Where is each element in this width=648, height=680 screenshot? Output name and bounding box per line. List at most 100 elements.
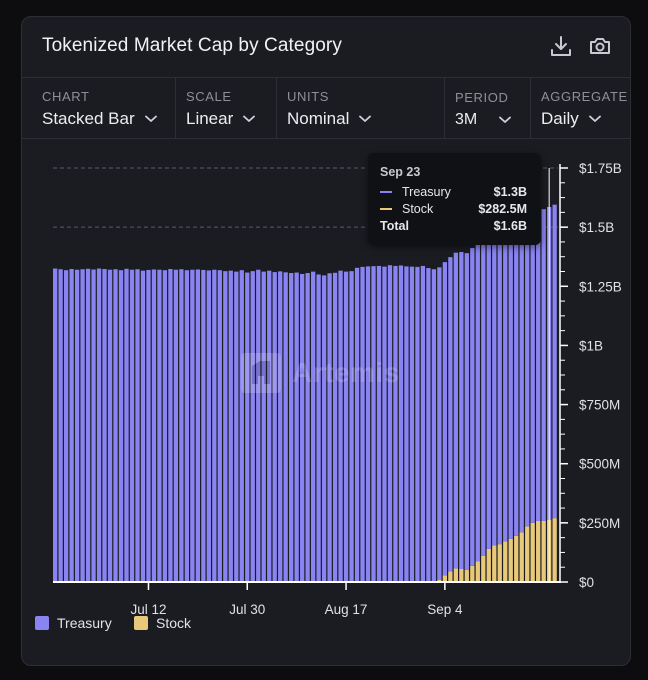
bar-stock[interactable] [519,532,524,582]
bar-treasury[interactable] [201,269,206,582]
bar-stock[interactable] [525,526,530,582]
bar-treasury[interactable] [321,275,327,582]
bar-treasury[interactable] [300,273,305,582]
bar-stock[interactable] [530,522,535,582]
bar-stock[interactable] [437,579,442,582]
bar-treasury[interactable] [217,270,222,582]
bar-stock[interactable] [541,520,546,582]
bar-treasury[interactable] [464,253,469,570]
bar-treasury[interactable] [519,220,524,533]
bar-treasury[interactable] [190,269,195,582]
bar-treasury[interactable] [245,272,250,582]
bar-treasury[interactable] [118,270,124,582]
bar-treasury[interactable] [151,269,157,582]
bar-treasury[interactable] [409,266,415,582]
bar-treasury[interactable] [157,269,162,582]
bar-treasury[interactable] [431,269,437,582]
bar-stock[interactable] [508,538,513,582]
bar-treasury[interactable] [332,272,338,582]
bar-treasury[interactable] [327,273,332,582]
bar-treasury[interactable] [168,269,173,582]
bar-treasury[interactable] [223,271,228,582]
bar-treasury[interactable] [124,268,129,582]
bar-treasury[interactable] [146,269,151,582]
bar-treasury[interactable] [387,265,393,582]
bar-treasury[interactable] [486,232,491,549]
bar-treasury[interactable] [91,269,96,582]
bar-treasury[interactable] [536,206,541,521]
bar-stock[interactable] [448,571,453,582]
bar-treasury[interactable] [508,224,513,539]
bar-treasury[interactable] [179,269,184,582]
bar-treasury[interactable] [382,266,387,582]
legend-item-treasury[interactable]: Treasury [35,614,112,632]
period-select[interactable]: PERIOD 3M [444,78,531,138]
bar-treasury[interactable] [102,269,107,582]
bar-treasury[interactable] [74,269,80,582]
bar-stock[interactable] [536,520,541,582]
bar-treasury[interactable] [371,266,376,582]
bar-treasury[interactable] [481,239,486,556]
bar-treasury[interactable] [530,211,535,523]
bar-treasury[interactable] [360,266,365,582]
bar-treasury[interactable] [503,226,508,542]
bar-treasury[interactable] [234,271,239,582]
scale-select[interactable]: SCALE Linear [176,78,277,138]
bar-treasury[interactable] [541,209,546,521]
bar-treasury[interactable] [129,269,135,582]
bar-treasury[interactable] [552,204,557,519]
bar-treasury[interactable] [206,270,211,582]
bar-treasury[interactable] [261,271,266,582]
bar-stock[interactable] [503,541,508,582]
camera-icon[interactable] [587,33,613,59]
bar-treasury[interactable] [63,270,69,582]
bar-stock[interactable] [481,555,486,582]
bar-treasury[interactable] [289,273,294,582]
bar-stock[interactable] [514,535,519,582]
bar-stock[interactable] [492,545,497,582]
bar-treasury[interactable] [525,213,530,527]
bar-treasury[interactable] [140,270,146,582]
bar-treasury[interactable] [365,266,371,582]
bar-treasury[interactable] [58,269,63,582]
bar-treasury[interactable] [305,273,310,582]
bar-treasury[interactable] [173,269,179,582]
bar-treasury[interactable] [278,271,283,582]
bar-treasury[interactable] [492,230,497,546]
bar-treasury[interactable] [420,265,426,582]
bar-treasury[interactable] [162,270,168,582]
bar-treasury[interactable] [69,269,74,582]
bar-treasury[interactable] [267,270,272,582]
bar-treasury[interactable] [398,265,404,582]
bar-treasury[interactable] [437,267,442,580]
bar-stock[interactable] [470,565,475,582]
bar-stock[interactable] [442,575,448,582]
bar-treasury[interactable] [294,272,299,582]
bar-stock[interactable] [497,544,502,582]
bar-treasury[interactable] [283,272,288,582]
bar-stock[interactable] [453,568,458,582]
bar-treasury[interactable] [338,270,343,582]
bar-treasury[interactable] [228,270,233,582]
bar-treasury[interactable] [470,247,475,566]
bar-stock[interactable] [475,561,480,582]
bar-treasury[interactable] [85,268,91,582]
bar-treasury[interactable] [448,257,453,572]
bar-treasury[interactable] [113,269,118,582]
bar-treasury[interactable] [453,252,458,569]
bar-treasury[interactable] [250,271,255,582]
download-icon[interactable] [548,33,574,59]
bar-treasury[interactable] [459,251,464,569]
bar-treasury[interactable] [354,267,360,582]
bar-treasury[interactable] [349,271,354,582]
bar-treasury[interactable] [184,270,190,582]
bar-treasury[interactable] [212,269,217,582]
units-select[interactable]: UNITS Nominal [277,78,437,138]
bar-treasury[interactable] [442,262,448,576]
bar-treasury[interactable] [426,268,431,582]
bar-treasury[interactable] [376,265,382,582]
bar-treasury[interactable] [53,268,58,582]
legend-item-stock[interactable]: Stock [134,614,191,632]
bar-treasury[interactable] [239,270,244,582]
